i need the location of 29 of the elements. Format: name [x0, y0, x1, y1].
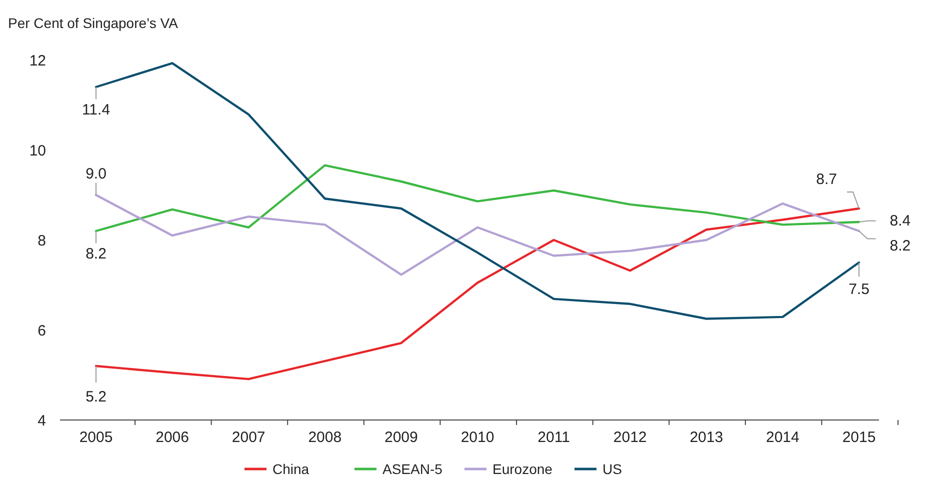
x-tick-label: 2009 [384, 429, 418, 446]
legend-label: ASEAN-5 [382, 460, 443, 477]
y-tick-label: 12 [29, 52, 46, 70]
data-label: 8.7 [816, 170, 837, 188]
x-tick-label: 2013 [690, 429, 724, 446]
x-tick-label: 2014 [766, 429, 800, 446]
data-label: 11.4 [82, 101, 110, 118]
y-tick-label: 8 [38, 232, 46, 250]
legend-label: Eurozone [492, 460, 553, 477]
legend-label: US [602, 460, 622, 477]
x-tick-label: 2011 [538, 429, 570, 446]
legend-label: China [272, 460, 310, 477]
data-label: 8.2 [86, 245, 106, 262]
y-tick-label: 6 [38, 322, 46, 340]
x-tick-label: 2012 [613, 429, 647, 446]
x-tick-label: 2005 [79, 429, 113, 446]
x-tick-label: 2006 [156, 429, 189, 446]
y-axis-title: Per Cent of Singapore’s VA [8, 15, 179, 31]
data-label: 7.5 [848, 280, 870, 298]
y-tick-label: 10 [29, 142, 46, 160]
data-label: 8.2 [890, 237, 911, 254]
data-label: 8.4 [890, 212, 911, 230]
x-tick-label: 2010 [460, 429, 494, 446]
data-label: 5.2 [86, 388, 106, 406]
y-tick-label: 4 [38, 412, 46, 430]
x-tick-label: 2015 [842, 429, 876, 446]
data-label: 9.0 [86, 165, 106, 182]
x-tick-label: 2007 [232, 429, 266, 446]
x-tick-label: 2008 [308, 429, 342, 446]
